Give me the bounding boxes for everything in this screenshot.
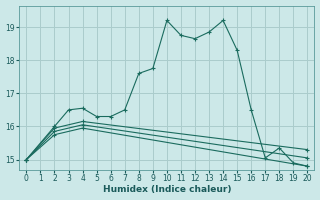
X-axis label: Humidex (Indice chaleur): Humidex (Indice chaleur) (103, 185, 231, 194)
